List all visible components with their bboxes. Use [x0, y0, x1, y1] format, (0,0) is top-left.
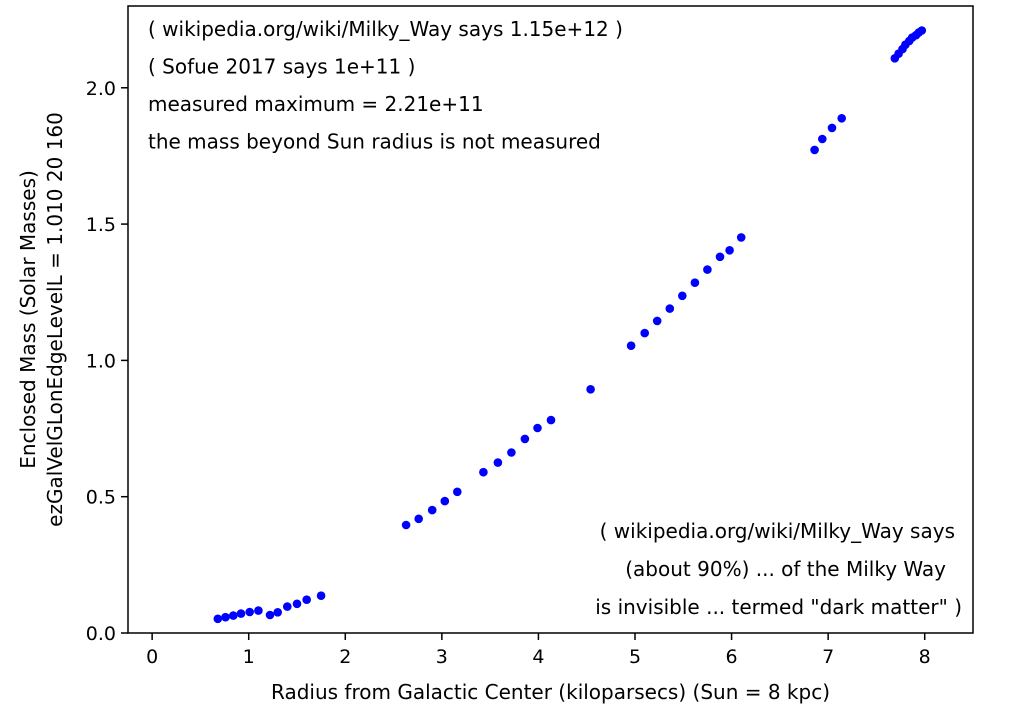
data-point-27: [665, 304, 675, 313]
y-axis-title: Enclosed Mass (Solar Masses): [16, 170, 40, 469]
data-point-4: [245, 607, 254, 617]
annotation-bottom-right: ( wikipedia.org/wiki/Milky_Way says (abo…: [595, 519, 962, 619]
data-point-14: [427, 505, 437, 515]
annotation-dark-matter-3: is invisible ... termed "dark matter" ): [595, 595, 962, 619]
data-point-24: [626, 341, 636, 351]
data-point-15: [440, 496, 450, 506]
data-point-17: [479, 467, 488, 477]
x-axis-title: Radius from Galactic Center (kiloparsecs…: [271, 680, 830, 704]
x-tick-label-5: 5: [629, 646, 641, 668]
x-axis-ticks: 0 1 2 3 4 5 6 7 8: [146, 633, 931, 668]
data-point-20: [520, 434, 530, 444]
data-point-7: [273, 608, 283, 617]
y-tick-label-4: 2.0: [86, 78, 116, 100]
data-point-26: [652, 316, 662, 326]
x-tick-label-6: 6: [726, 646, 738, 668]
x-tick-label-3: 3: [436, 646, 448, 668]
data-point-10: [302, 595, 312, 604]
annotation-dark-matter-1: ( wikipedia.org/wiki/Milky_Way says: [600, 519, 955, 543]
x-tick-label-8: 8: [919, 646, 931, 668]
x-tick-label-4: 4: [532, 646, 544, 668]
y-tick-label-0: 0.0: [86, 623, 116, 645]
data-point-1: [221, 612, 230, 622]
data-point-33: [736, 233, 746, 242]
data-point-37: [837, 114, 846, 123]
y-tick-label-2: 1.0: [86, 350, 116, 372]
data-point-5: [254, 606, 263, 615]
data-point-34: [810, 145, 819, 155]
annotation-beyond-sun: the mass beyond Sun radius is not measur…: [148, 130, 601, 154]
data-point-31: [715, 252, 725, 262]
data-point-16: [453, 487, 462, 497]
data-point-19: [507, 448, 516, 457]
annotation-sofue-mass: ( Sofue 2017 says 1e+11 ): [148, 55, 415, 79]
data-point-22: [546, 415, 556, 425]
y-tick-label-3: 1.5: [86, 214, 116, 236]
y-axis-ticks: 0.0 0.5 1.0 1.5 2.0: [86, 78, 128, 645]
plot-frame: [127, 5, 974, 634]
data-point-28: [678, 291, 687, 301]
annotation-measured-maximum: measured maximum = 2.21e+11: [148, 92, 484, 116]
x-tick-label-7: 7: [822, 646, 834, 668]
data-point-30: [703, 265, 712, 274]
data-point-23: [586, 385, 595, 394]
data-point-25: [640, 328, 649, 338]
data-point-3: [236, 609, 246, 618]
data-point-6: [265, 610, 275, 620]
data-point-18: [493, 458, 503, 467]
data-point-29: [690, 278, 700, 288]
data-point-32: [725, 246, 734, 255]
data-point-35: [818, 134, 827, 144]
data-point-2: [229, 611, 238, 620]
data-point-9: [292, 599, 302, 609]
data-point-46: [917, 26, 927, 35]
x-tick-label-1: 1: [243, 646, 255, 668]
data-point-36: [827, 123, 837, 133]
annotation-top-left: ( wikipedia.org/wiki/Milky_Way says 1.15…: [148, 17, 623, 154]
data-points: [213, 26, 927, 624]
data-point-21: [533, 423, 542, 433]
data-point-12: [401, 520, 411, 530]
data-point-8: [283, 602, 292, 611]
annotation-wikipedia-mass: ( wikipedia.org/wiki/Milky_Way says 1.15…: [148, 17, 623, 41]
data-point-13: [414, 514, 424, 524]
y-tick-label-1: 0.5: [86, 487, 116, 509]
y-axis-subtitle: ezGalVelGLonEdgeLevelL = 1.010 20 160: [43, 112, 67, 527]
data-point-0: [213, 614, 223, 624]
x-tick-label-2: 2: [339, 646, 351, 668]
x-tick-label-0: 0: [146, 646, 158, 668]
data-point-11: [316, 591, 326, 600]
annotation-dark-matter-2: (about 90%) ... of the Milky Way: [625, 557, 946, 581]
